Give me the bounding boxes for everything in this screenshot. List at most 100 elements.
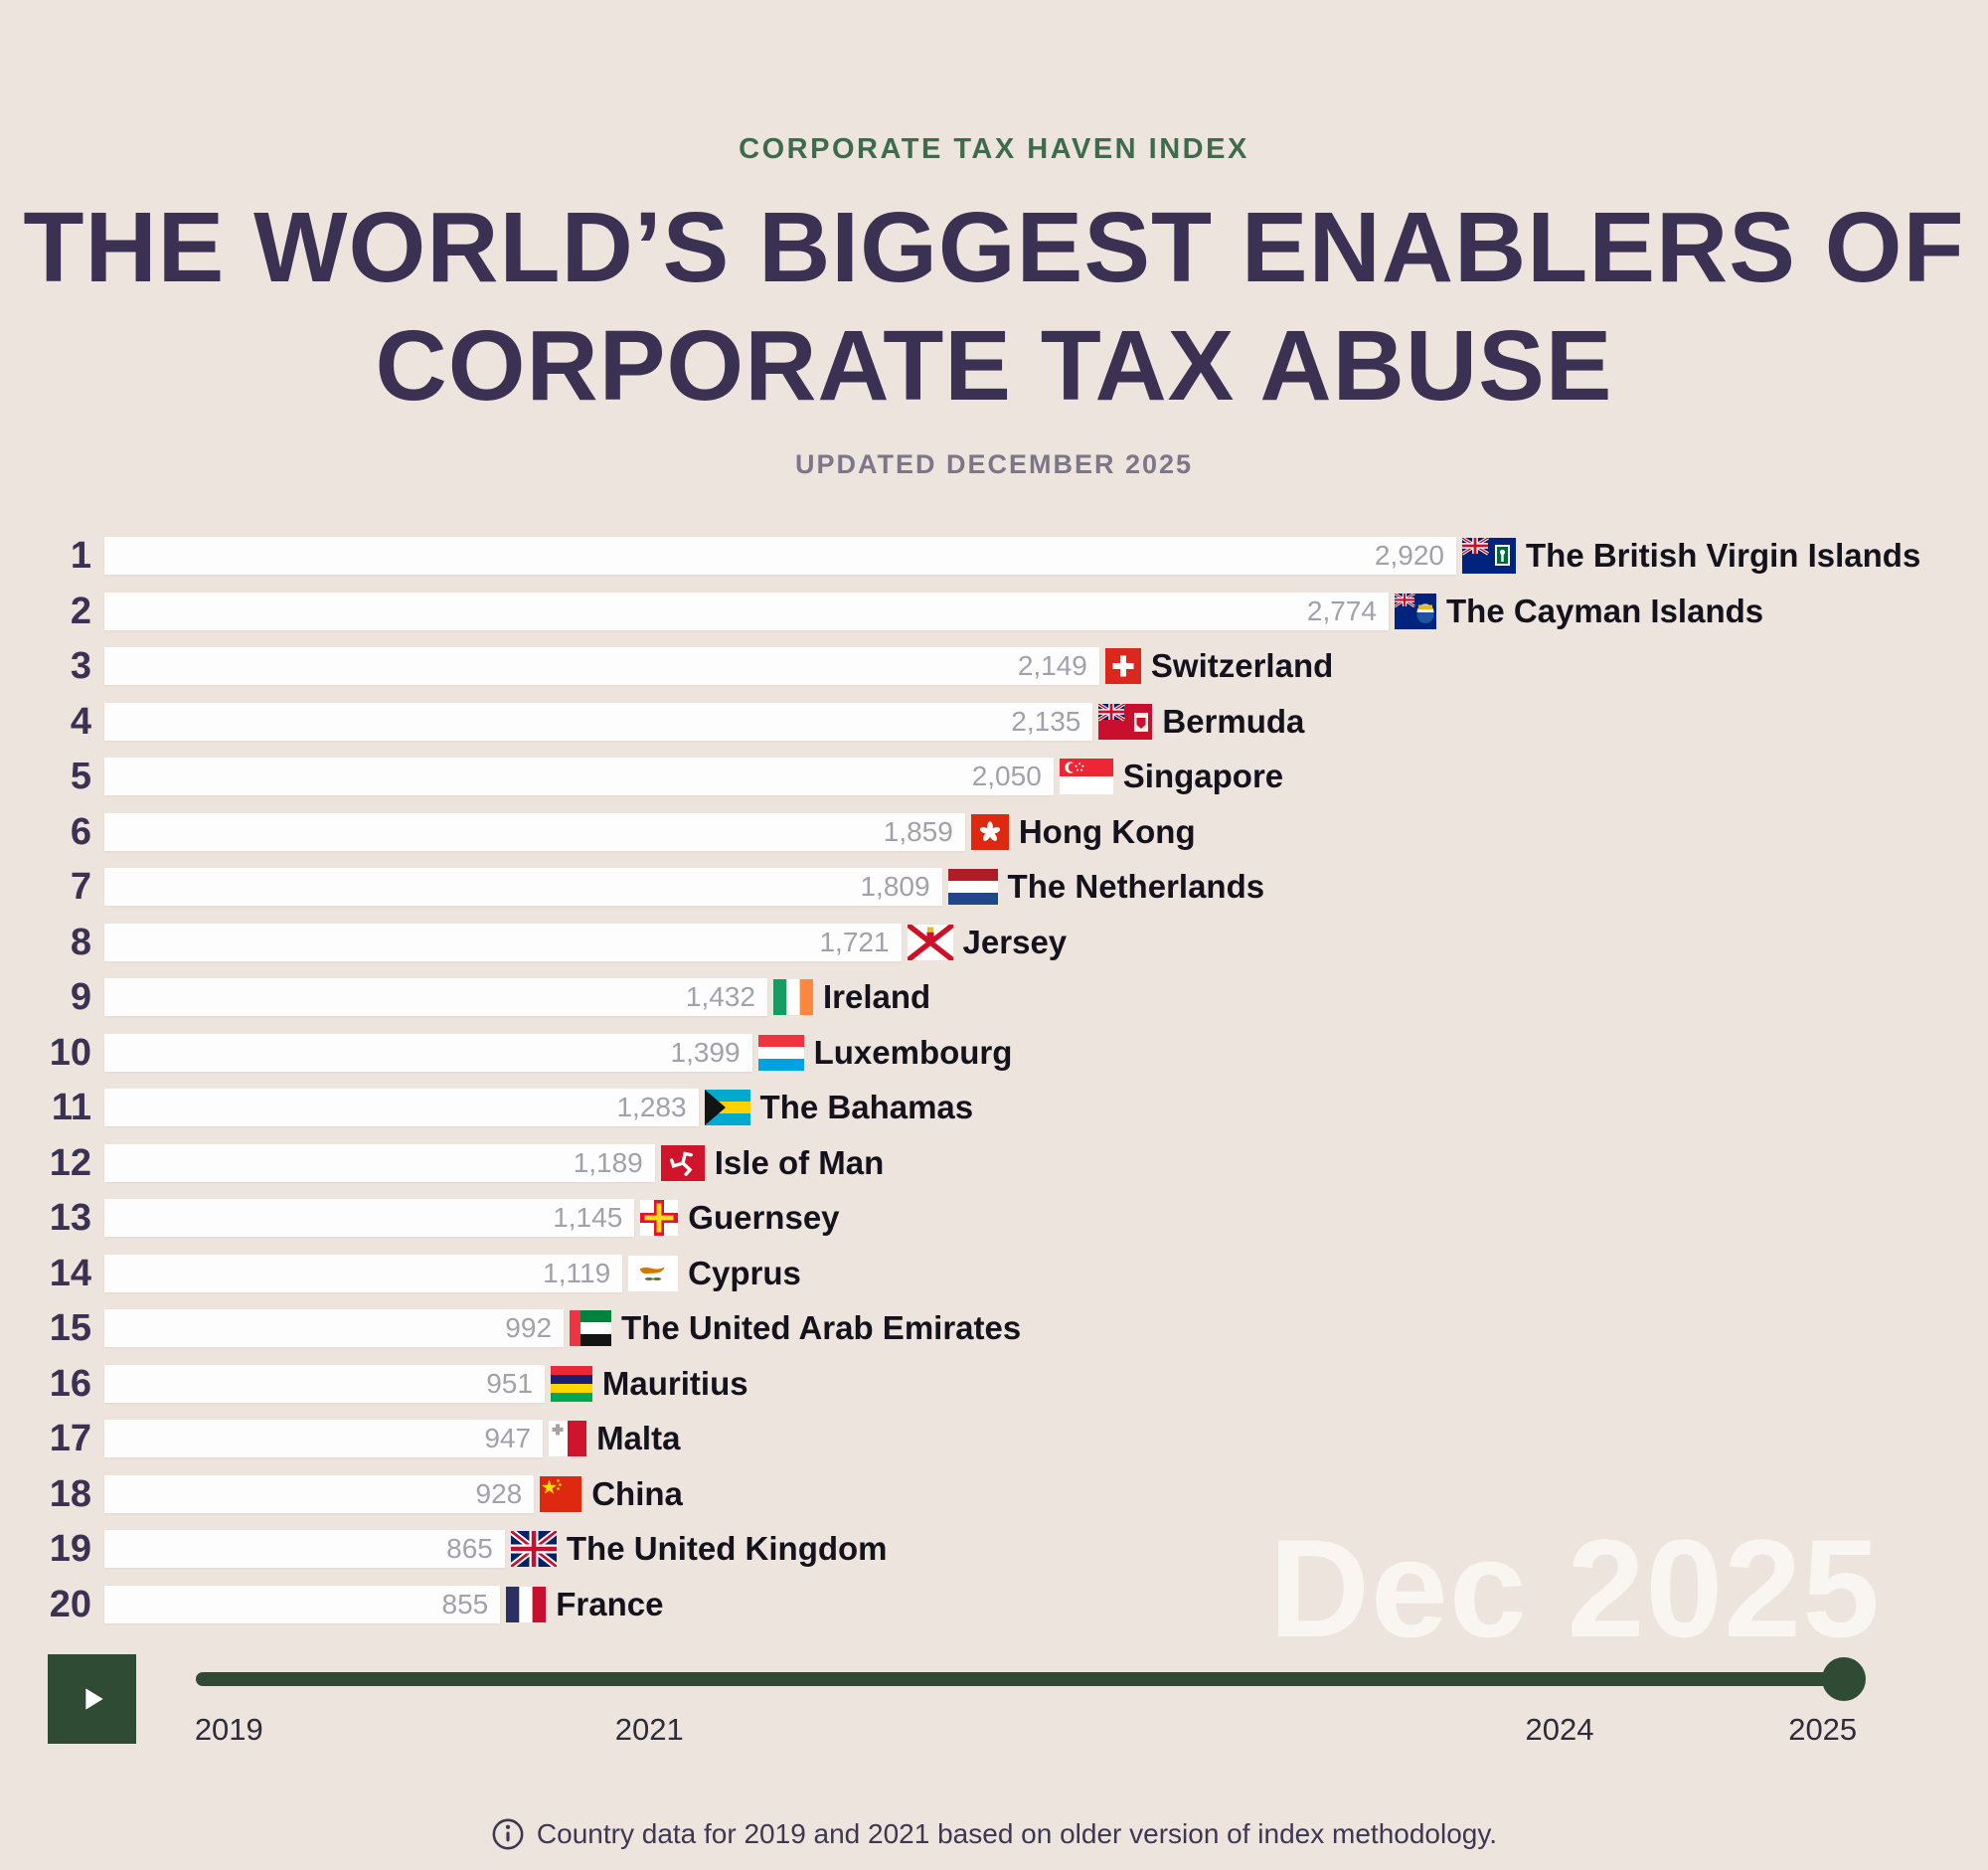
rank-label: 10: [49, 1031, 91, 1074]
value-label: 1,859: [883, 815, 953, 847]
country-label: Jersey: [962, 923, 1068, 960]
chart-row: 1 2,920 The British Virgin Islands: [71, 537, 1988, 575]
timeline-tick-2019: 2019: [194, 1712, 263, 1747]
chart-row: 2 2,774 The Cayman Islands: [71, 592, 1988, 630]
flag-mauritius-icon: [550, 1365, 592, 1402]
play-icon: [84, 1688, 103, 1710]
page-title-line2: CORPORATE TAX ABUSE: [375, 310, 1613, 422]
flag-ireland-icon: [772, 979, 813, 1015]
timeline-player: 2019 2021 2024 2025: [0, 1654, 1988, 1784]
country-label: The Cayman Islands: [1446, 592, 1764, 629]
chart-row: 7 1,809 The Netherlands: [71, 868, 1988, 906]
flag-netherlands-icon: [947, 869, 998, 905]
rank-label: 17: [49, 1418, 91, 1459]
flag-bahamas-icon: [704, 1090, 750, 1125]
rank-label: 19: [49, 1528, 91, 1570]
play-button[interactable]: [48, 1654, 136, 1744]
country-label: The United Kingdom: [566, 1530, 888, 1567]
country-label: Isle of Man: [714, 1143, 885, 1181]
value-label: 928: [475, 1477, 523, 1509]
country-label: The Netherlands: [1007, 868, 1265, 905]
page-title-line1: THE WORLD’S BIGGEST ENABLERS OF: [23, 192, 1965, 303]
chart-row: 12 1,189 Isle of Man: [50, 1143, 1988, 1182]
flag-isleofman-icon: [660, 1144, 705, 1181]
country-label: Guernsey: [688, 1199, 840, 1236]
info-icon: [492, 1818, 524, 1850]
rank-label: 12: [49, 1141, 91, 1184]
flag-china-icon: [540, 1475, 582, 1512]
flag-hongkong-icon: [970, 813, 1009, 850]
flag-malta-icon: [549, 1421, 587, 1456]
country-label: Luxembourg: [813, 1033, 1013, 1071]
chart-row: 11 1,283 The Bahamas: [52, 1089, 1988, 1126]
country-label: Bermuda: [1162, 702, 1305, 740]
bar: 2,920: [104, 537, 1456, 575]
country-label: Mauritius: [601, 1364, 748, 1402]
rank-label: 1: [70, 535, 91, 577]
chart-row: 6 1,859 Hong Kong: [71, 812, 1988, 851]
chart-row: 10 1,399 Luxembourg: [50, 1033, 1988, 1072]
chart-row: 4 2,135 Bermuda: [71, 702, 1988, 741]
bar: 1,145: [104, 1199, 635, 1237]
value-label: 951: [486, 1367, 533, 1399]
ranking-bar-chart: 1 2,920 The British Virgin Islands 2 2,7…: [50, 537, 1988, 1640]
bar: 1,432: [104, 978, 767, 1016]
timeline-ticks: 2019 2021 2024 2025: [194, 1712, 1857, 1752]
chart-row: 13 1,145 Guernsey: [50, 1199, 1988, 1237]
chart-row: 8 1,721 Jersey: [71, 923, 1988, 961]
rank-label: 2: [70, 590, 91, 632]
country-label: The Bahamas: [759, 1089, 974, 1125]
value-label: 1,189: [573, 1146, 643, 1178]
chart-row: 15 992 The United Arab Emirates: [50, 1309, 1988, 1347]
chart-row: 18 928 China: [50, 1474, 1988, 1513]
bar: 1,283: [104, 1089, 699, 1126]
value-label: 2,135: [1011, 705, 1081, 737]
bar: 2,774: [104, 592, 1389, 630]
value-label: 1,432: [685, 981, 755, 1012]
bar: 1,189: [104, 1143, 655, 1182]
value-label: 992: [505, 1312, 553, 1343]
chart-row: 14 1,119 Cyprus: [50, 1254, 1988, 1292]
bar: 855: [104, 1585, 501, 1623]
rank-label: 18: [49, 1472, 91, 1515]
country-label: Switzerland: [1150, 647, 1334, 684]
chart-row: 16 951 Mauritius: [50, 1364, 1988, 1403]
bar: 1,721: [104, 923, 902, 961]
timeline-tick-2021: 2021: [614, 1712, 684, 1747]
bar: 2,050: [104, 758, 1054, 795]
bar: 951: [104, 1364, 545, 1403]
timeline-track[interactable]: [196, 1657, 1867, 1701]
timeline-handle[interactable]: [1822, 1657, 1867, 1701]
rank-label: 8: [70, 921, 91, 963]
flag-bermuda-icon: [1098, 703, 1153, 740]
value-label: 2,774: [1306, 595, 1377, 626]
flag-bvi-icon: [1462, 538, 1516, 574]
chart-row: 3 2,149 Switzerland: [71, 647, 1988, 685]
country-label: Hong Kong: [1018, 812, 1196, 850]
value-label: 855: [441, 1588, 489, 1619]
rank-label: 13: [49, 1197, 91, 1239]
value-label: 1,119: [543, 1257, 611, 1288]
updated-date-label: UPDATED DECEMBER 2025: [794, 449, 1194, 479]
value-label: 2,050: [971, 761, 1042, 791]
country-label: The British Virgin Islands: [1526, 537, 1921, 574]
chart-row: 9 1,432 Ireland: [71, 978, 1988, 1016]
bar: 1,809: [104, 868, 942, 906]
country-label: Cyprus: [688, 1254, 801, 1291]
flag-france-icon: [506, 1586, 547, 1622]
flag-singapore-icon: [1059, 759, 1113, 794]
value-label: 1,145: [553, 1202, 623, 1233]
country-label: The United Arab Emirates: [621, 1309, 1022, 1346]
bar: 2,149: [104, 647, 1099, 685]
flag-switzerland-icon: [1104, 648, 1141, 684]
bar: 1,119: [104, 1254, 623, 1292]
rank-label: 4: [70, 700, 91, 743]
rank-label: 3: [70, 645, 91, 687]
rank-label: 16: [49, 1362, 91, 1405]
chart-row: 17 947 Malta: [50, 1420, 1988, 1457]
country-label: France: [556, 1585, 664, 1622]
value-label: 1,809: [860, 871, 930, 902]
value-label: 1,721: [819, 926, 890, 957]
bar: 947: [104, 1420, 544, 1457]
chart-row: 20 855 France: [50, 1585, 1988, 1623]
